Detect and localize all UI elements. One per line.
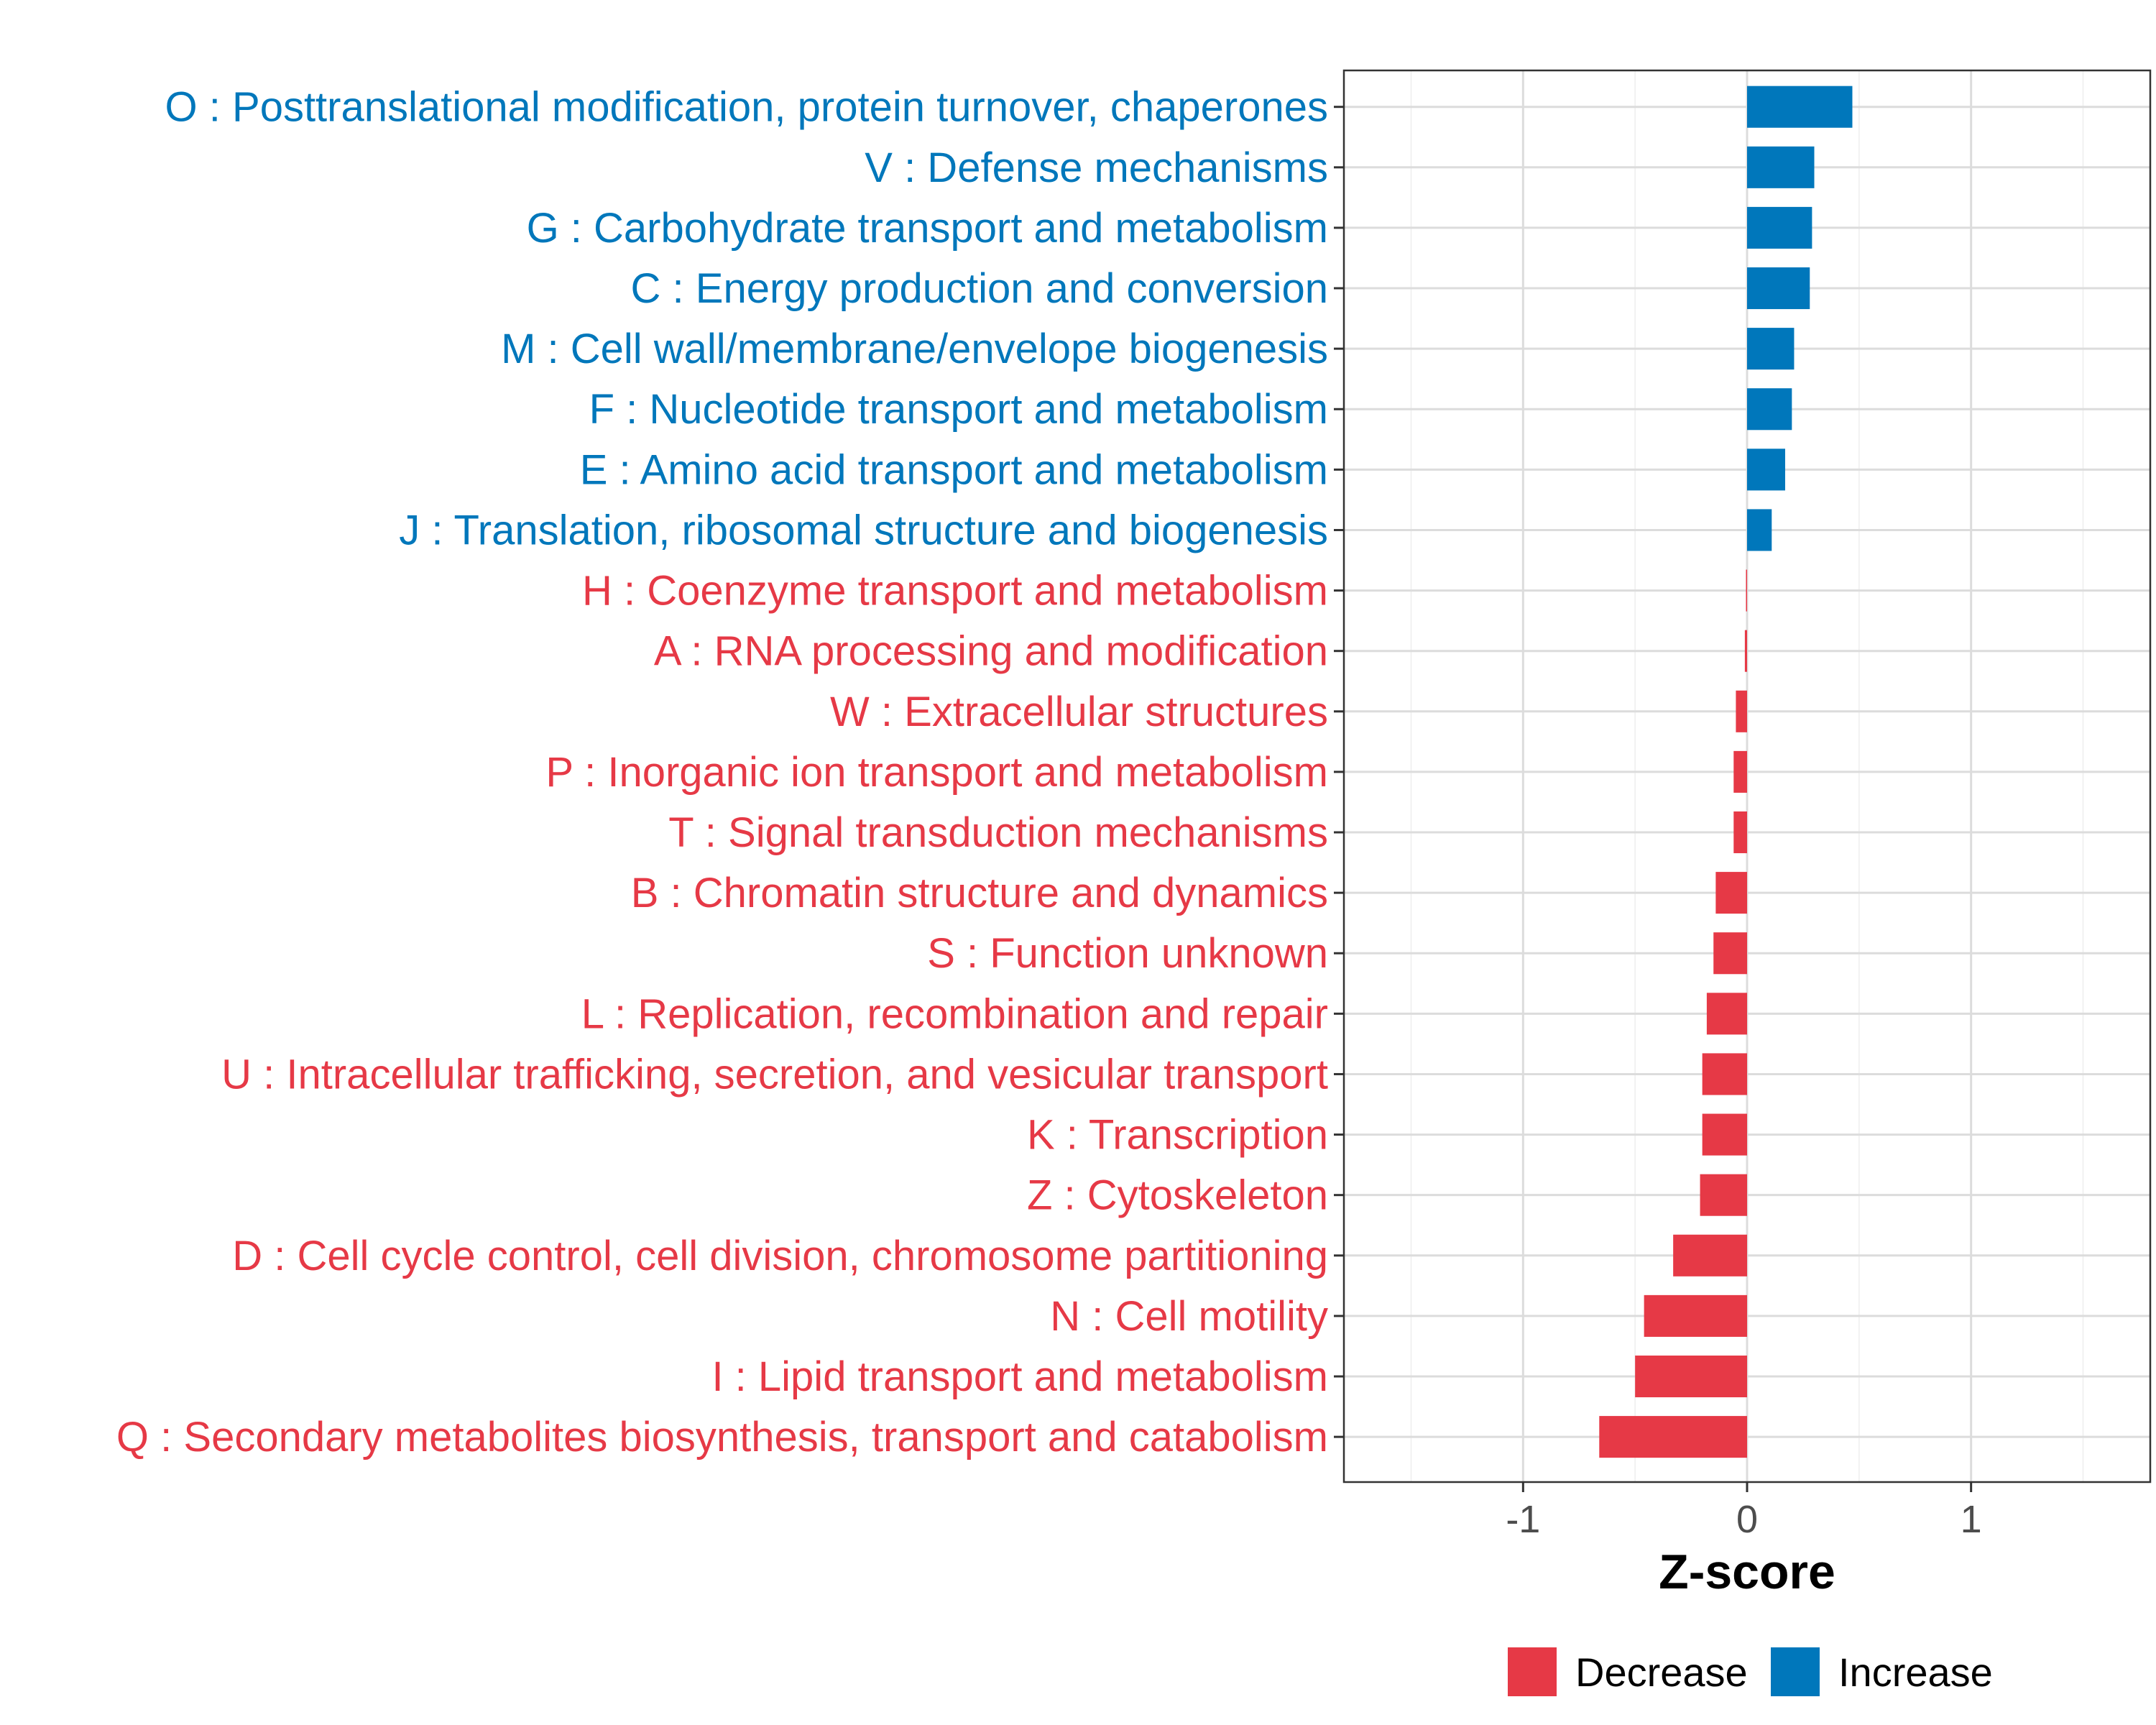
bar <box>1599 1416 1747 1458</box>
category-label: U : Intracellular trafficking, secretion… <box>221 1051 1328 1098</box>
bar <box>1747 509 1772 551</box>
bar <box>1713 932 1747 975</box>
x-axis-ticks: -1 0 1 <box>1506 1482 1982 1541</box>
x-axis-title: Z-score <box>1659 1545 1835 1599</box>
legend: Decrease Increase <box>1508 1647 1993 1696</box>
category-label: F : Nucleotide transport and metabolism <box>589 386 1328 433</box>
bar <box>1706 993 1747 1035</box>
category-label: V : Defense mechanisms <box>865 144 1328 191</box>
bar <box>1747 206 1812 249</box>
bar <box>1733 750 1747 793</box>
category-label: A : RNA processing and modification <box>654 628 1328 675</box>
category-label: C : Energy production and conversion <box>631 265 1328 312</box>
category-label: P : Inorganic ion transport and metaboli… <box>545 749 1328 796</box>
x-tick-label: -1 <box>1506 1498 1540 1541</box>
category-label: T : Signal transduction mechanisms <box>668 809 1328 856</box>
bar <box>1747 86 1853 128</box>
bar <box>1747 328 1795 370</box>
bar <box>1700 1174 1747 1216</box>
bar <box>1673 1234 1747 1276</box>
bar <box>1644 1294 1747 1337</box>
category-label: N : Cell motility <box>1050 1293 1328 1340</box>
bar <box>1702 1113 1747 1156</box>
bar <box>1736 690 1747 732</box>
category-label: O : Posttranslational modification, prot… <box>165 84 1328 131</box>
category-label: K : Transcription <box>1027 1112 1328 1159</box>
legend-swatch-decrease <box>1508 1647 1557 1696</box>
category-label: Z : Cytoskeleton <box>1027 1172 1328 1219</box>
category-label: W : Extracellular structures <box>830 689 1328 735</box>
x-tick-label: 0 <box>1736 1498 1758 1541</box>
category-label: Q : Secondary metabolites biosynthesis, … <box>116 1414 1328 1460</box>
bar <box>1747 448 1785 491</box>
x-tick-label: 1 <box>1961 1498 1982 1541</box>
bar <box>1747 146 1815 188</box>
bar <box>1702 1053 1747 1095</box>
bar <box>1747 267 1810 310</box>
bar <box>1715 872 1747 914</box>
category-label: S : Function unknown <box>927 930 1328 977</box>
category-label: L : Replication, recombination and repai… <box>581 990 1328 1037</box>
bar <box>1744 630 1747 672</box>
category-label: J : Translation, ribosomal structure and… <box>399 507 1328 553</box>
bars <box>1599 86 1853 1458</box>
bar <box>1747 388 1792 431</box>
bar <box>1746 569 1747 612</box>
y-axis-labels: O : Posttranslational modification, prot… <box>116 84 1328 1460</box>
category-label: D : Cell cycle control, cell division, c… <box>232 1233 1328 1279</box>
category-label: M : Cell wall/membrane/envelope biogenes… <box>501 326 1328 372</box>
y-axis-ticks <box>1334 106 1344 1438</box>
category-label: B : Chromatin structure and dynamics <box>631 870 1328 916</box>
category-label: H : Coenzyme transport and metabolism <box>582 568 1328 615</box>
legend-label-increase: Increase <box>1838 1650 1993 1695</box>
legend-label-decrease: Decrease <box>1575 1650 1748 1695</box>
bar <box>1635 1355 1747 1398</box>
legend-swatch-increase <box>1771 1647 1820 1696</box>
category-label: I : Lipid transport and metabolism <box>711 1353 1328 1400</box>
category-label: E : Amino acid transport and metabolism <box>580 446 1328 493</box>
bar <box>1733 811 1747 854</box>
category-label: G : Carbohydrate transport and metabolis… <box>527 205 1328 252</box>
